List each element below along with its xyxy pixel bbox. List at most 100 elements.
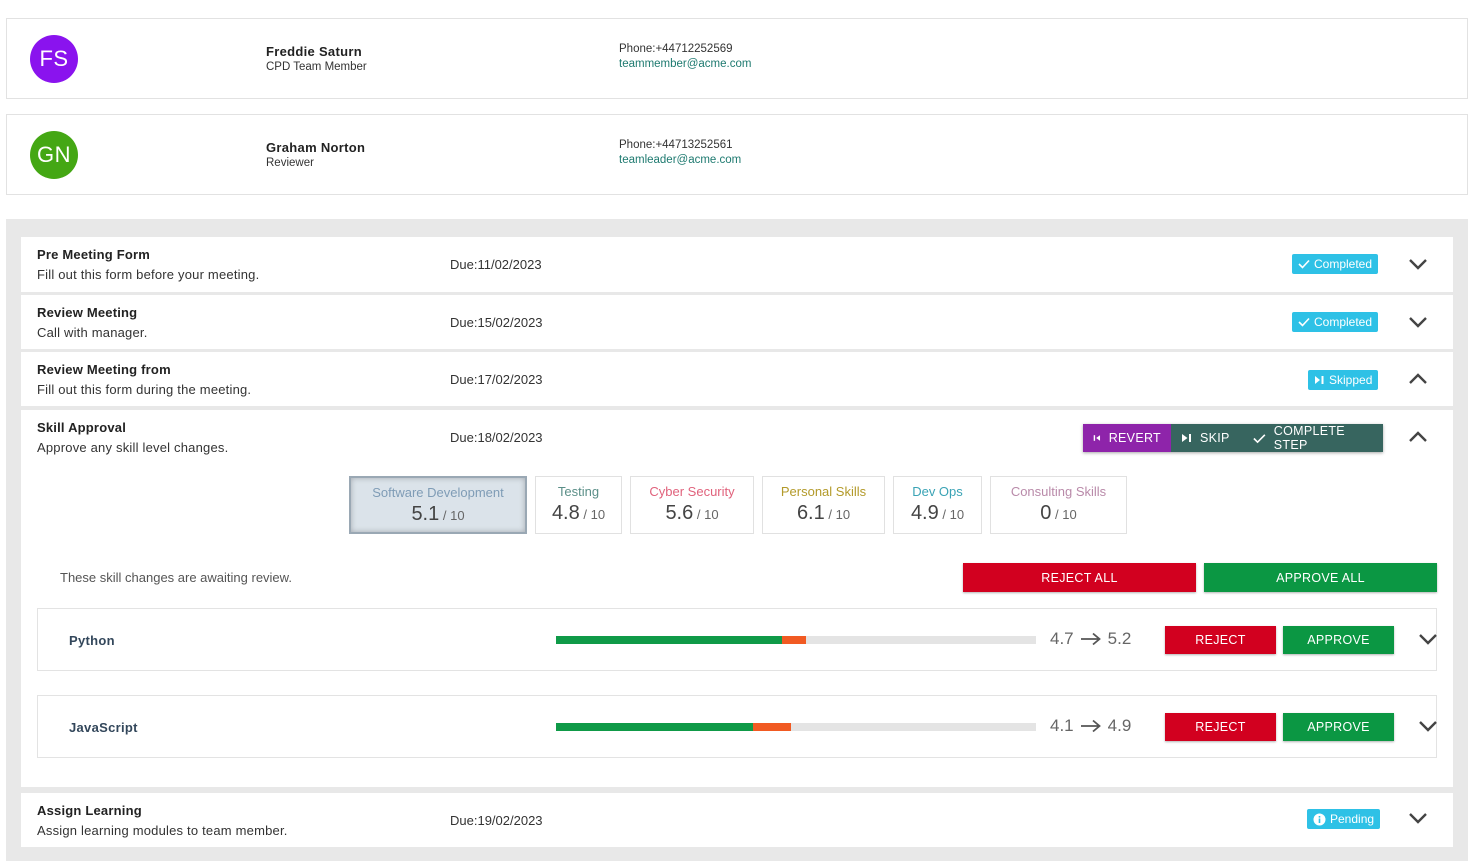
step-due-date: Due:19/02/2023 bbox=[450, 813, 543, 828]
skill-tile-testing[interactable]: Testing 4.8 / 10 bbox=[535, 476, 622, 534]
skip-label: SKIP bbox=[1200, 431, 1230, 445]
person-name: Graham Norton bbox=[266, 140, 366, 155]
status-badge: Pending bbox=[1307, 809, 1381, 829]
skill-tile-score: 4.9 / 10 bbox=[910, 502, 965, 524]
reject-all-button[interactable]: REJECT ALL bbox=[963, 563, 1196, 592]
level-from: 4.1 bbox=[1050, 716, 1074, 735]
chevron-up-icon[interactable] bbox=[1405, 366, 1431, 392]
person-info: Graham Norton Reviewer bbox=[266, 140, 365, 169]
step-pre-meeting-form[interactable]: Pre Meeting Form Fill out this form befo… bbox=[21, 237, 1453, 292]
skip-back-icon bbox=[1093, 435, 1101, 441]
email-link[interactable]: teamleader@acme.com bbox=[619, 154, 742, 166]
status-label: Skipped bbox=[1329, 373, 1373, 387]
arrow-right-icon bbox=[1080, 719, 1101, 733]
skill-category-tiles: Software Development 5.1 / 10 Testing 4.… bbox=[349, 476, 1127, 534]
skill-tile-name: Testing bbox=[557, 484, 600, 499]
skill-tile-score: 5.1 / 10 bbox=[411, 503, 465, 525]
step-description: Fill out this form during the meeting. bbox=[37, 382, 252, 397]
approve-button[interactable]: APPROVE bbox=[1283, 713, 1394, 741]
awaiting-review-message: These skill changes are awaiting review. bbox=[60, 570, 292, 585]
status-label: Completed bbox=[1314, 257, 1373, 271]
skill-tile-score: 4.8 / 10 bbox=[551, 502, 606, 524]
skill-tile-personal-skills[interactable]: Personal Skills 6.1 / 10 bbox=[762, 476, 885, 534]
step-assign-learning[interactable]: Assign Learning Assign learning modules … bbox=[21, 793, 1453, 847]
step-title: Assign Learning bbox=[37, 803, 142, 818]
skill-tile-name: Personal Skills bbox=[780, 484, 867, 499]
avatar: GN bbox=[30, 131, 78, 179]
step-description: Fill out this form before your meeting. bbox=[37, 267, 260, 282]
phone-number: Phone:+44712252569 bbox=[619, 43, 733, 55]
email-link[interactable]: teammember@acme.com bbox=[619, 58, 752, 70]
phone-number: Phone:+44713252561 bbox=[619, 139, 733, 151]
check-icon bbox=[1253, 433, 1266, 443]
skill-tile-name: Software Development bbox=[372, 485, 504, 500]
skill-name: Python bbox=[69, 633, 115, 648]
step-action-group: REVERT SKIP COMPLETE STEP bbox=[1083, 424, 1383, 452]
skill-tile-score: 5.6 / 10 bbox=[665, 502, 719, 524]
complete-step-label: COMPLETE STEP bbox=[1273, 424, 1345, 452]
revert-button[interactable]: REVERT bbox=[1083, 424, 1171, 452]
step-skill-approval: Skill Approval Approve any skill level c… bbox=[21, 410, 1453, 787]
step-review-meeting[interactable]: Review Meeting Call with manager. Due:15… bbox=[21, 295, 1453, 349]
skill-tile-score: 6.1 / 10 bbox=[796, 502, 851, 524]
chevron-down-icon[interactable] bbox=[1405, 251, 1431, 277]
person-role: Reviewer bbox=[266, 157, 314, 169]
step-due-date: Due:18/02/2023 bbox=[450, 430, 543, 445]
skill-tile-dev-ops[interactable]: Dev Ops 4.9 / 10 bbox=[893, 476, 982, 534]
level-change: 4.1 4.9 bbox=[1050, 716, 1131, 736]
current-level-fill bbox=[556, 636, 782, 644]
skill-tile-software-development[interactable]: Software Development 5.1 / 10 bbox=[349, 476, 527, 534]
level-from: 4.7 bbox=[1050, 629, 1074, 648]
skip-icon bbox=[1182, 434, 1191, 442]
step-title: Review Meeting from bbox=[37, 362, 171, 377]
chevron-up-icon[interactable] bbox=[1405, 424, 1431, 450]
skill-change-row-python: Python 4.7 5.2 REJECT APPROVE bbox=[37, 608, 1437, 671]
status-label: Pending bbox=[1330, 812, 1375, 826]
person-role: CPD Team Member bbox=[266, 61, 367, 73]
check-icon bbox=[1298, 317, 1310, 327]
reject-button[interactable]: REJECT bbox=[1165, 626, 1276, 654]
chevron-down-icon[interactable] bbox=[1405, 309, 1431, 335]
proposed-increase-fill bbox=[752, 723, 792, 731]
revert-label: REVERT bbox=[1108, 431, 1161, 445]
info-icon bbox=[1313, 813, 1326, 825]
skip-button[interactable]: SKIP bbox=[1171, 424, 1243, 452]
contact-details: Phone:+44712252569 teammember@acme.com bbox=[619, 43, 751, 70]
skill-tile-name: Cyber Security bbox=[649, 484, 735, 499]
skill-progress-bar bbox=[556, 636, 1036, 644]
contact-card-reviewer: GN Graham Norton Reviewer Phone:+4471325… bbox=[6, 114, 1468, 195]
skill-progress-bar bbox=[556, 723, 1036, 731]
skill-change-row-javascript: JavaScript 4.1 4.9 REJECT APPROVE bbox=[37, 695, 1437, 758]
step-due-date: Due:11/02/2023 bbox=[450, 257, 542, 272]
status-badge: Skipped bbox=[1308, 370, 1379, 390]
arrow-right-icon bbox=[1080, 632, 1101, 646]
skill-tile-score: 0 / 10 bbox=[1040, 502, 1077, 524]
step-review-meeting-from[interactable]: Review Meeting from Fill out this form d… bbox=[21, 352, 1453, 406]
chevron-down-icon[interactable] bbox=[1416, 627, 1440, 651]
skill-name: JavaScript bbox=[69, 720, 138, 735]
status-badge: Completed bbox=[1292, 254, 1379, 274]
step-due-date: Due:15/02/2023 bbox=[450, 315, 543, 330]
skill-tile-name: Dev Ops bbox=[912, 484, 963, 499]
contact-card-team-member: FS Freddie Saturn CPD Team Member Phone:… bbox=[6, 18, 1468, 99]
step-description: Approve any skill level changes. bbox=[37, 440, 229, 455]
complete-step-button[interactable]: COMPLETE STEP bbox=[1243, 424, 1383, 452]
current-level-fill bbox=[556, 723, 753, 731]
level-change: 4.7 5.2 bbox=[1050, 629, 1131, 649]
chevron-down-icon[interactable] bbox=[1405, 805, 1431, 831]
step-description: Call with manager. bbox=[37, 325, 148, 340]
skill-tile-consulting-skills[interactable]: Consulting Skills 0 / 10 bbox=[990, 476, 1127, 534]
approve-all-button[interactable]: APPROVE ALL bbox=[1204, 563, 1437, 592]
status-badge: Completed bbox=[1292, 312, 1379, 332]
proposed-increase-fill bbox=[781, 636, 806, 644]
person-info: Freddie Saturn CPD Team Member bbox=[266, 44, 367, 73]
skill-tile-name: Consulting Skills bbox=[1010, 484, 1107, 499]
level-to: 5.2 bbox=[1107, 629, 1132, 648]
step-description: Assign learning modules to team member. bbox=[37, 823, 288, 838]
chevron-down-icon[interactable] bbox=[1416, 714, 1440, 738]
avatar: FS bbox=[30, 35, 78, 83]
approve-button[interactable]: APPROVE bbox=[1283, 626, 1394, 654]
skill-tile-cyber-security[interactable]: Cyber Security 5.6 / 10 bbox=[630, 476, 754, 534]
reject-button[interactable]: REJECT bbox=[1165, 713, 1276, 741]
skip-icon bbox=[1315, 376, 1324, 384]
